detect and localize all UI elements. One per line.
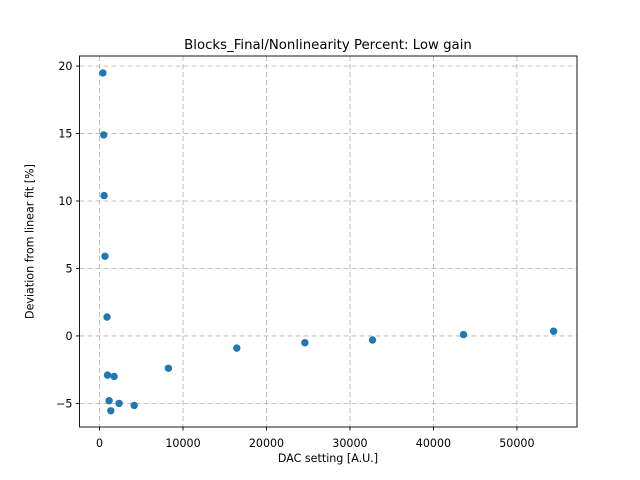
data-point — [103, 313, 111, 321]
data-point — [99, 69, 107, 77]
data-point — [233, 344, 241, 352]
data-point — [130, 401, 138, 410]
axis-tick-labels: 0 10000 20000 30000 40000 50000 −5 0 5 10 15 20 — [56, 60, 534, 450]
x-tick-label: 20000 — [249, 437, 284, 450]
x-axis-label: DAC setting [A.U.] — [278, 452, 378, 465]
chart-title: Blocks_Final/Nonlinearity Percent: Low g… — [184, 38, 472, 53]
data-point — [103, 371, 112, 379]
data-point — [549, 327, 558, 335]
data-point — [100, 131, 108, 139]
data-point — [459, 330, 468, 339]
y-tick-label: 0 — [65, 330, 72, 343]
y-axis-label: Deviation from linear fit [%] — [24, 164, 37, 319]
data-point — [107, 407, 115, 415]
y-tick-label: −5 — [56, 397, 72, 410]
x-tick-label: 0 — [96, 437, 103, 450]
y-tick-label: 20 — [58, 60, 72, 73]
data-point — [100, 191, 108, 200]
data-point — [164, 364, 173, 372]
y-tick-label: 10 — [58, 195, 72, 208]
data-point — [301, 339, 309, 347]
plot-area — [79, 56, 577, 427]
data-point — [110, 372, 118, 381]
x-tick-label: 10000 — [165, 437, 200, 450]
y-tick-label: 15 — [58, 128, 72, 141]
scatter-points — [99, 69, 558, 415]
gridlines — [79, 56, 577, 427]
data-point — [115, 399, 123, 408]
x-tick-label: 50000 — [499, 437, 534, 450]
data-point — [101, 252, 109, 260]
axis-ticks — [76, 65, 518, 431]
y-tick-label: 5 — [65, 262, 72, 275]
data-point — [105, 397, 113, 405]
data-point — [368, 336, 377, 344]
x-tick-label: 40000 — [416, 437, 451, 450]
x-tick-label: 30000 — [332, 437, 367, 450]
axes-frame — [79, 55, 578, 428]
